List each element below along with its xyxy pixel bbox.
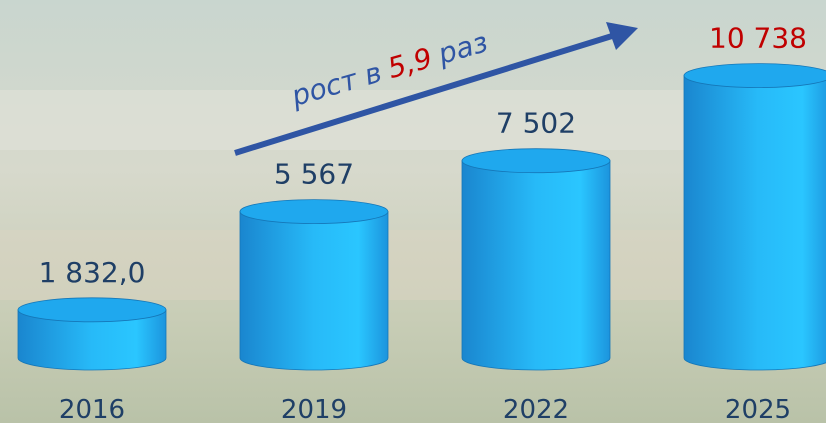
cylinder	[239, 199, 389, 371]
cylinder-body	[461, 160, 611, 371]
value-label: 5 567	[274, 158, 354, 191]
x-tick-label: 2019	[281, 395, 347, 423]
cylinder	[17, 297, 167, 371]
cylinder-top	[17, 297, 167, 323]
value-label: 1 832,0	[39, 256, 146, 289]
cylinder-body	[239, 211, 389, 371]
value-label: 7 502	[496, 107, 576, 140]
cylinder-body	[17, 309, 167, 371]
cylinder	[683, 63, 826, 371]
cylinder-top	[239, 199, 389, 224]
arrow-shaft	[234, 33, 613, 156]
cylinder-body	[683, 75, 826, 371]
value-label: 10 738	[709, 22, 807, 55]
arrow-head	[606, 22, 638, 50]
x-tick-label: 2016	[59, 395, 125, 423]
x-tick-label: 2025	[725, 395, 791, 423]
cylinder-top	[461, 148, 611, 174]
x-tick-label: 2022	[503, 395, 569, 423]
cylinder-top	[683, 63, 826, 88]
cylinder	[461, 148, 611, 371]
